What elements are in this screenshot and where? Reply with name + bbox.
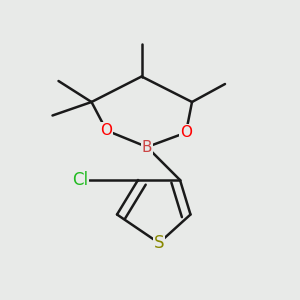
Text: B: B [142,140,152,154]
Text: O: O [100,123,112,138]
Text: O: O [180,125,192,140]
Text: S: S [154,234,164,252]
Text: Cl: Cl [72,171,88,189]
